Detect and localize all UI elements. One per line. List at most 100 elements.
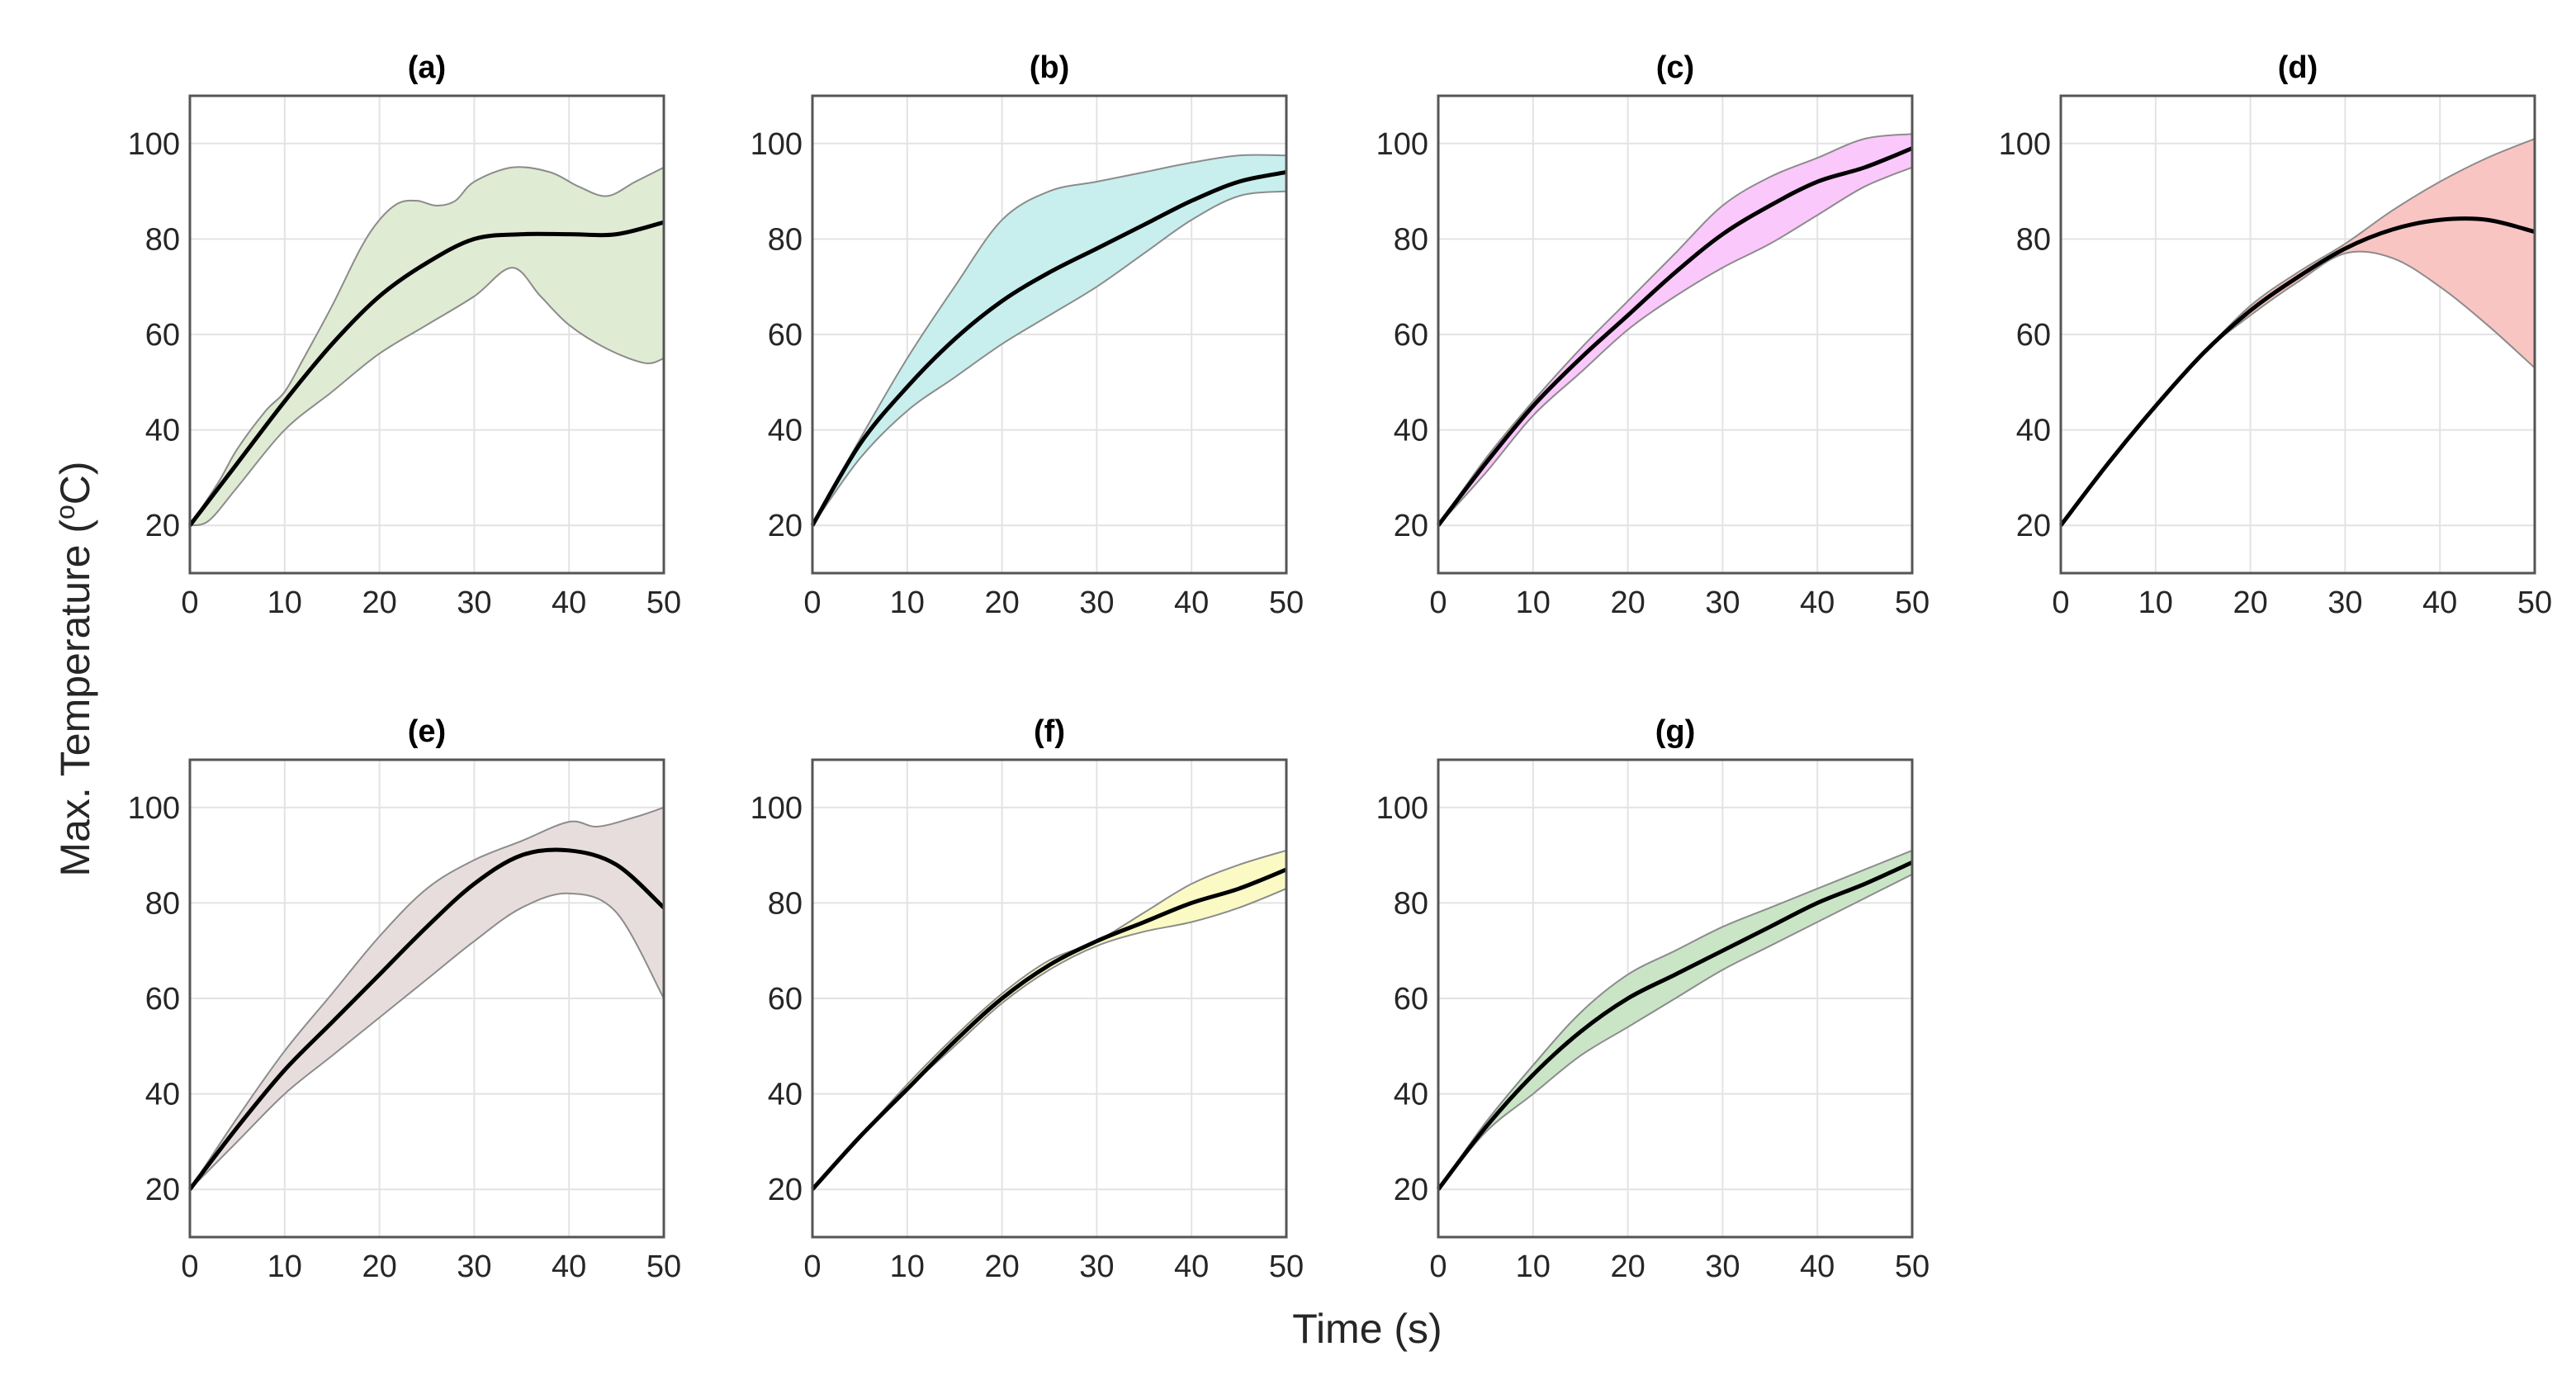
mean-line (1437, 860, 1914, 1191)
x-tick-label: 10 (268, 586, 302, 620)
y-tick-label: 40 (1394, 1078, 1428, 1112)
x-tick-label: 40 (1174, 1249, 1209, 1284)
x-tick-label: 30 (1079, 1249, 1114, 1284)
panel-title: (e) (408, 714, 446, 749)
y-tick-label: 20 (768, 1173, 803, 1207)
x-axis-label: Time (s) (1292, 1306, 1442, 1352)
y-tick-label: 60 (1394, 982, 1428, 1017)
y-tick-label: 20 (2016, 509, 2051, 543)
x-tick-label: 20 (1610, 586, 1645, 620)
x-tick-label: 0 (181, 1249, 198, 1284)
y-tick-label: 80 (145, 886, 180, 921)
y-tick-label: 60 (145, 982, 180, 1017)
x-tick-label: 10 (890, 586, 925, 620)
x-tick-label: 50 (646, 1249, 681, 1284)
axes-frame (188, 758, 665, 1239)
y-tick-label: 40 (768, 1078, 803, 1112)
x-tick-label: 30 (1079, 586, 1114, 620)
panel-title: (c) (1656, 50, 1694, 85)
mean-line (811, 867, 1287, 1191)
y-axis-label-superscript: o (50, 505, 80, 519)
x-tick-label: 10 (1516, 1249, 1551, 1284)
x-tick-label: 0 (803, 1249, 821, 1284)
x-tick-label: 0 (2052, 586, 2069, 620)
x-tick-label: 10 (1516, 586, 1551, 620)
panel-f: 0 10 20 30 40 50 20 40 60 80 100 (f) (751, 714, 1305, 1284)
mean-line (810, 170, 1287, 527)
x-tick-label: 30 (457, 1249, 491, 1284)
y-tick-label: 40 (145, 1078, 180, 1112)
y-tick-label: 60 (145, 318, 180, 353)
y-tick-label: 60 (2016, 318, 2051, 353)
panel-c: 0 10 20 30 40 50 20 40 60 80 100 (c) (1376, 50, 1930, 620)
x-tick-label: 0 (1429, 586, 1447, 620)
y-tick-label: 100 (128, 791, 180, 826)
x-tick-label: 30 (2327, 586, 2362, 620)
x-tick-label: 40 (1800, 586, 1835, 620)
x-tick-label: 10 (2138, 586, 2173, 620)
y-tick-label: 100 (751, 127, 803, 162)
x-tick-label: 50 (2517, 586, 2552, 620)
x-tick-label: 0 (181, 586, 198, 620)
axes-frame (811, 758, 1288, 1239)
x-tick-label: 10 (268, 1249, 302, 1284)
x-tick-label: 20 (984, 586, 1019, 620)
y-tick-label: 20 (145, 509, 180, 543)
axes-frame (811, 94, 1288, 575)
mean-line (188, 847, 665, 1191)
panel-title: (d) (2278, 50, 2318, 85)
panel-a: 0 10 20 30 40 50 20 40 60 80 100 (a) (128, 50, 682, 620)
y-axis-label: Max. Temperature (oC) (50, 461, 98, 876)
x-tick-label: 50 (1269, 586, 1304, 620)
x-tick-label: 30 (457, 586, 491, 620)
x-tick-label: 50 (1269, 1249, 1304, 1284)
y-tick-label: 80 (145, 222, 180, 257)
x-tick-label: 20 (2233, 586, 2267, 620)
x-tick-label: 30 (1705, 1249, 1740, 1284)
x-tick-label: 40 (552, 1249, 586, 1284)
x-tick-label: 30 (1705, 586, 1740, 620)
x-tick-label: 0 (1429, 1249, 1447, 1284)
y-tick-label: 40 (768, 414, 803, 448)
y-tick-label: 100 (1376, 791, 1428, 826)
y-tick-label: 60 (768, 982, 803, 1017)
mean-line (188, 220, 665, 527)
y-tick-label: 80 (768, 886, 803, 921)
x-tick-label: 0 (803, 586, 821, 620)
axes-frame (1437, 758, 1914, 1239)
x-tick-label: 40 (552, 586, 586, 620)
y-tick-label: 60 (768, 318, 803, 353)
mean-line (2059, 216, 2536, 527)
y-tick-label: 20 (1394, 1173, 1428, 1207)
uncertainty-band (189, 806, 665, 1190)
y-tick-label: 20 (1394, 509, 1428, 543)
y-tick-label: 100 (1376, 127, 1428, 162)
x-tick-label: 20 (362, 1249, 396, 1284)
y-tick-label: 100 (128, 127, 180, 162)
y-tick-label: 100 (751, 791, 803, 826)
y-tick-label: 80 (1394, 222, 1428, 257)
axes-frame (188, 94, 665, 575)
x-tick-label: 20 (1610, 1249, 1645, 1284)
x-tick-label: 10 (890, 1249, 925, 1284)
axes-frame (1437, 94, 1914, 575)
x-tick-label: 40 (1800, 1249, 1835, 1284)
panel-title: (a) (408, 50, 446, 85)
y-tick-label: 40 (2016, 414, 2051, 448)
y-axis-label-unit: C) (52, 461, 98, 505)
x-tick-label: 50 (1895, 1249, 1930, 1284)
uncertainty-band (187, 166, 665, 527)
y-tick-label: 80 (2016, 222, 2051, 257)
y-tick-label: 40 (1394, 414, 1428, 448)
y-tick-label: 100 (1999, 127, 2051, 162)
y-tick-label: 20 (768, 509, 803, 543)
y-tick-label: 80 (768, 222, 803, 257)
x-tick-label: 20 (984, 1249, 1019, 1284)
y-tick-label: 40 (145, 414, 180, 448)
axes-frame (2059, 94, 2536, 575)
y-tick-label: 20 (145, 1173, 180, 1207)
x-tick-label: 20 (362, 586, 396, 620)
y-axis-label-text: Max. Temperature ( (52, 519, 98, 877)
